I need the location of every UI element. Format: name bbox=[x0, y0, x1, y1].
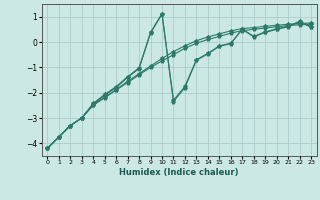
X-axis label: Humidex (Indice chaleur): Humidex (Indice chaleur) bbox=[119, 168, 239, 177]
